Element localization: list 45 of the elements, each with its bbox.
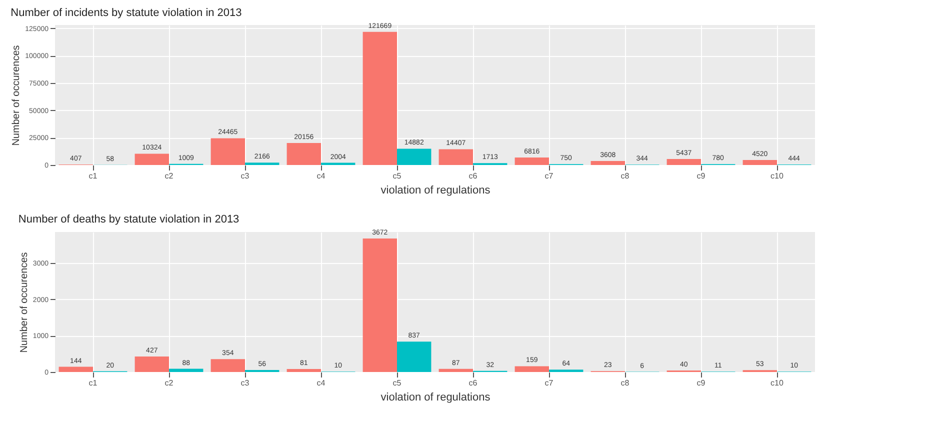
bar xyxy=(169,368,204,372)
bar xyxy=(666,159,701,165)
chart-title: Number of deaths by statute violation in 2013 xyxy=(18,213,240,226)
bar xyxy=(397,148,432,165)
x-tick-label: c8 xyxy=(620,172,630,180)
bar xyxy=(438,368,473,372)
x-tick-label: c3 xyxy=(240,172,250,180)
x-tick-label: c10 xyxy=(770,172,784,180)
x-tick-label: c4 xyxy=(316,378,326,388)
bar xyxy=(210,138,245,165)
bar xyxy=(58,366,93,372)
bar xyxy=(438,149,473,165)
bar xyxy=(286,369,321,372)
x-tick-label: c9 xyxy=(696,378,706,388)
bar xyxy=(286,142,321,165)
x-tick-label: c3 xyxy=(240,378,250,388)
x-tick-label: c6 xyxy=(468,378,478,388)
x-tick-label: c10 xyxy=(770,378,784,388)
x-tick-label: c9 xyxy=(696,172,706,180)
x-tick-label: c2 xyxy=(164,172,174,180)
bar xyxy=(397,342,432,372)
bar xyxy=(514,158,549,165)
chart-title: Number of incidents by statute violation in 2013 xyxy=(10,6,242,19)
bar xyxy=(590,161,625,165)
y-axis-title: Number of occurences xyxy=(18,252,30,353)
x-tick-label: c5 xyxy=(392,378,402,388)
x-tick-label: c5 xyxy=(392,172,402,180)
x-axis-title: violation of regulations xyxy=(380,184,491,196)
x-tick-label: c6 xyxy=(468,172,478,180)
x-tick-label: c8 xyxy=(620,378,630,388)
x-axis-title: violation of regulations xyxy=(380,392,491,404)
bar xyxy=(210,359,245,372)
x-tick-label: c1 xyxy=(88,172,98,180)
bar xyxy=(742,160,777,165)
x-tick-label: c7 xyxy=(544,172,554,180)
bar xyxy=(134,356,169,372)
x-tick-label: c4 xyxy=(316,172,326,180)
y-axis-title: Number of occurences xyxy=(11,45,22,146)
bar xyxy=(134,154,169,165)
x-tick-label: c2 xyxy=(164,378,174,388)
bar xyxy=(362,32,397,165)
x-tick-label: c1 xyxy=(88,378,98,388)
bar xyxy=(362,238,397,372)
bar xyxy=(514,366,549,372)
x-tick-label: c7 xyxy=(544,378,554,388)
